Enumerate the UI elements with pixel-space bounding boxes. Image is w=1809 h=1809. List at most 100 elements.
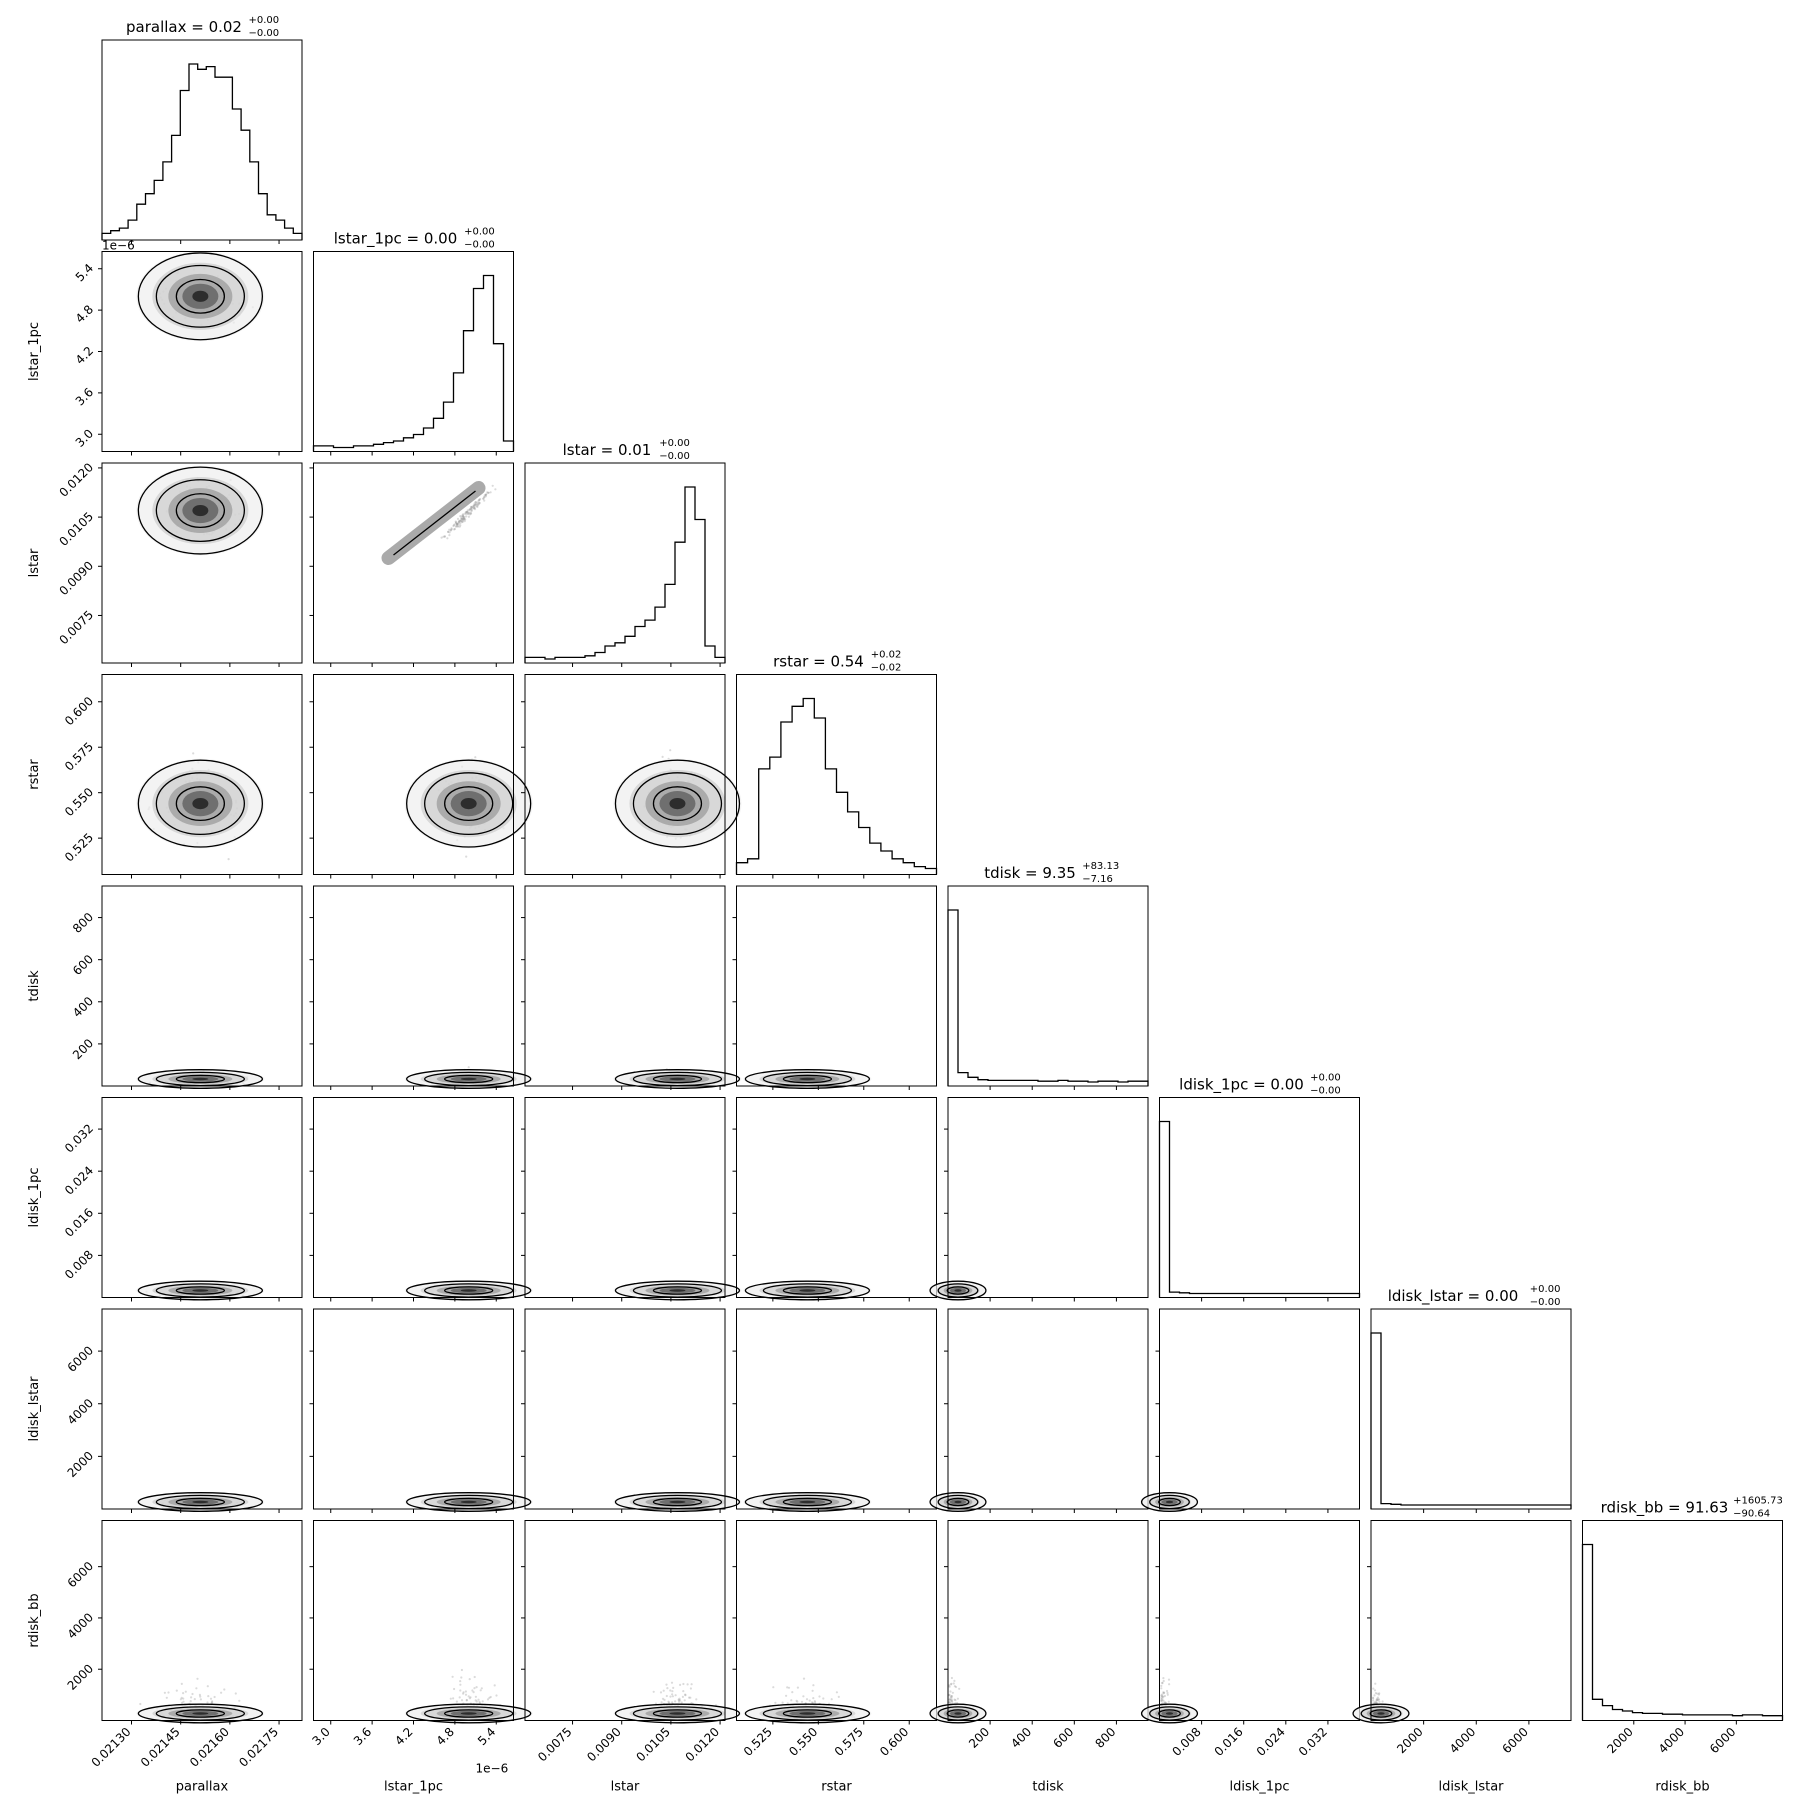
panel-frame xyxy=(1370,1520,1572,1721)
sample-point xyxy=(1163,1701,1166,1704)
sample-point xyxy=(463,517,466,521)
scatter-panel-tdisk-vs-lstar xyxy=(521,885,742,1090)
sample-point xyxy=(695,1698,698,1701)
panel-frame xyxy=(524,1308,726,1510)
sample-point xyxy=(950,1682,953,1685)
sample-point xyxy=(479,1689,482,1692)
sample-point xyxy=(469,511,472,515)
contour xyxy=(444,1709,494,1718)
sample-point xyxy=(180,1696,183,1699)
sample-point xyxy=(489,491,492,494)
sample-point xyxy=(465,1698,468,1702)
sample-point xyxy=(1376,1698,1379,1702)
y-tick-label: 0.575 xyxy=(62,739,96,773)
sample-point xyxy=(1162,1699,1165,1702)
sample-point xyxy=(1163,1691,1166,1694)
sample-point xyxy=(1377,1698,1381,1701)
sample-point xyxy=(1166,1693,1169,1696)
sample-point xyxy=(667,1700,670,1703)
sample-point xyxy=(774,1701,777,1704)
sample-point xyxy=(474,756,477,759)
sample-point xyxy=(456,525,459,528)
scatter-panel-rstar-vs-parallax: 0.525 0.550 0.575 0.600 xyxy=(62,674,303,879)
panel-frame xyxy=(313,1097,514,1298)
scatter-panel-ldisk_1pc-vs-lstar xyxy=(521,1097,742,1302)
sample-point xyxy=(468,1697,471,1700)
sample-point xyxy=(1161,1681,1164,1684)
panel-title-upper-error: +0.02 xyxy=(871,650,902,661)
sample-point xyxy=(805,1698,809,1701)
sample-point xyxy=(1160,1694,1163,1697)
sample-point xyxy=(477,499,480,502)
sample-point xyxy=(1378,1700,1381,1703)
sample-point xyxy=(469,1696,472,1699)
sample-point xyxy=(491,484,494,487)
panel-title-text: parallax = 0.02 xyxy=(126,18,242,36)
histogram-rdisk_bb xyxy=(1581,1543,1784,1721)
sample-point xyxy=(470,508,473,511)
sample-point xyxy=(213,1695,216,1699)
contour xyxy=(1140,1703,1199,1724)
panel-title-upper-error: +0.00 xyxy=(249,15,280,26)
sample-point xyxy=(464,1690,467,1693)
density-level xyxy=(192,1289,209,1292)
x-tick-label: 4000 xyxy=(1656,1725,1687,1756)
contour xyxy=(744,1703,871,1724)
sample-point xyxy=(446,537,449,540)
sample-point xyxy=(800,1700,804,1703)
histogram-ldisk_lstar xyxy=(1370,1332,1572,1509)
panel-title-lstar_1pc: lstar_1pc = 0.00 +0.00 −0.00 xyxy=(334,227,495,251)
x-tick-label: 800 xyxy=(1092,1725,1118,1751)
histogram-rstar xyxy=(735,697,938,875)
y-tick-label: 0.008 xyxy=(62,1248,96,1282)
sample-point xyxy=(458,1696,461,1699)
sample-point xyxy=(674,1694,677,1697)
panel-title-lower-error: −0.00 xyxy=(464,240,495,251)
sample-point xyxy=(668,1701,671,1704)
sample-point xyxy=(948,1694,951,1697)
x-tick-label: 2000 xyxy=(1394,1725,1425,1756)
sample-point xyxy=(950,1698,953,1701)
sample-point xyxy=(459,522,462,525)
sample-point xyxy=(679,1699,682,1702)
hist-panel-parallax: parallax = 0.02 +0.00 −0.00 xyxy=(101,15,303,244)
contour xyxy=(652,1497,703,1507)
panel-frame xyxy=(947,885,1149,1087)
sample-point xyxy=(475,502,478,506)
sample-point xyxy=(464,511,467,514)
panel-title-upper-error: +83.13 xyxy=(1082,861,1119,872)
sample-point xyxy=(477,1698,480,1701)
sample-point xyxy=(686,1683,689,1686)
sample-point xyxy=(495,1694,498,1697)
sample-point xyxy=(949,1698,952,1701)
sample-point xyxy=(950,1695,953,1698)
sample-point xyxy=(440,536,443,539)
sample-point xyxy=(450,527,453,530)
sample-point xyxy=(951,1701,954,1704)
sample-point xyxy=(465,1699,468,1702)
panel-title-ldisk_lstar: ldisk_lstar = 0.00 +0.00 −0.00 xyxy=(1388,1284,1561,1308)
sample-point xyxy=(472,507,476,510)
sample-point xyxy=(493,1684,496,1687)
sample-point xyxy=(454,525,458,528)
x-axis-label-ldisk_1pc: ldisk_1pc xyxy=(1230,1780,1290,1795)
scatter-panel-ldisk_lstar-vs-lstar xyxy=(521,1308,742,1513)
sample-point xyxy=(958,1687,961,1690)
contour xyxy=(155,264,246,328)
contour xyxy=(406,1069,532,1089)
sample-point xyxy=(163,1691,166,1694)
sample-point xyxy=(468,508,471,512)
sample-point xyxy=(463,516,466,519)
contour xyxy=(406,759,532,848)
contour xyxy=(782,1074,833,1084)
sample-point xyxy=(1162,1691,1165,1694)
histogram-parallax xyxy=(101,63,303,240)
x-tick-label: 400 xyxy=(1008,1725,1034,1751)
sample-point xyxy=(199,1698,202,1701)
sample-point xyxy=(1161,1697,1164,1700)
scatter-panel-tdisk-vs-parallax: 200 400 600 800 xyxy=(70,885,303,1090)
sample-point xyxy=(484,493,487,496)
sample-point xyxy=(487,491,490,494)
sample-point xyxy=(948,1698,951,1701)
sample-point xyxy=(199,1695,202,1698)
